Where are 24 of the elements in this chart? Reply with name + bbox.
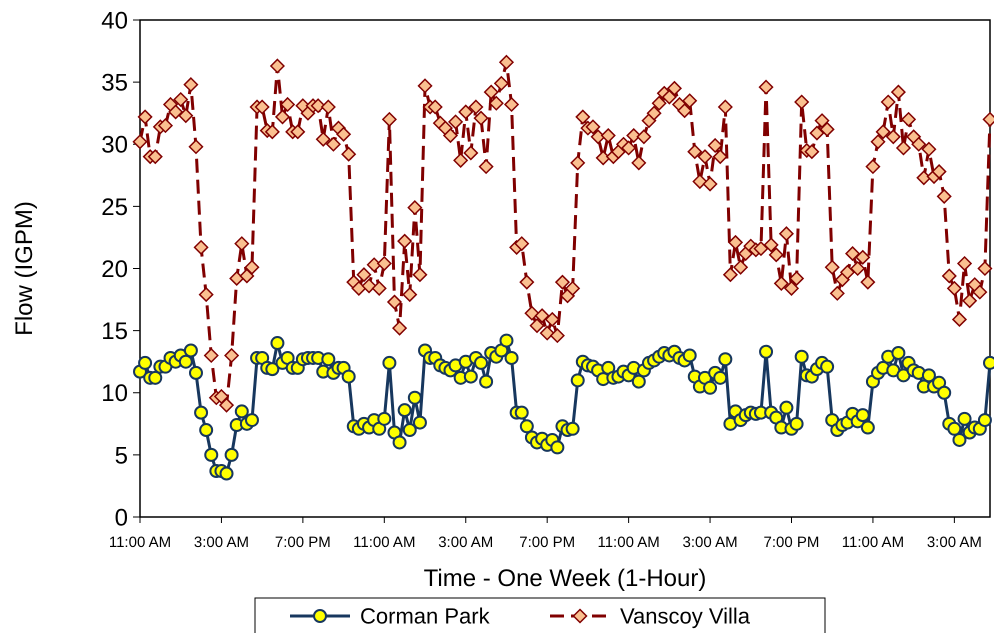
x-tick-label: 11:00 AM — [353, 534, 416, 551]
x-tick-label: 7:00 PM — [764, 534, 820, 551]
y-tick-label: 30 — [101, 132, 128, 159]
x-tick-label: 7:00 PM — [274, 534, 331, 551]
x-tick-label: 3:00 AM — [194, 534, 249, 551]
y-tick-label: 10 — [101, 380, 128, 408]
y-tick-label: 20 — [101, 256, 128, 283]
x-tick-label: 3:00 AM — [438, 534, 494, 551]
y-tick-label: 35 — [101, 70, 128, 97]
y-tick-label: 0 — [114, 504, 128, 532]
y-tick-label: 5 — [114, 442, 128, 470]
x-tick-label: 11:00 AM — [842, 534, 904, 551]
x-tick-label: 3:00 AM — [682, 534, 738, 551]
legend-label: Corman Park — [360, 604, 491, 629]
y-tick-label: 15 — [101, 318, 128, 346]
legend-label: Vanscoy Villa — [620, 604, 751, 629]
y-axis-title: Flow (IGPM) — [11, 201, 38, 336]
x-tick-label: 3:00 AM — [926, 534, 982, 551]
x-tick-label: 11:00 AM — [108, 534, 172, 551]
x-tick-label: 11:00 AM — [597, 534, 660, 551]
x-axis-title: Time - One Week (1-Hour) — [424, 565, 706, 592]
y-tick-label: 25 — [101, 194, 128, 221]
x-tick-label: 7:00 PM — [519, 534, 576, 551]
y-tick-label: 40 — [101, 7, 128, 34]
